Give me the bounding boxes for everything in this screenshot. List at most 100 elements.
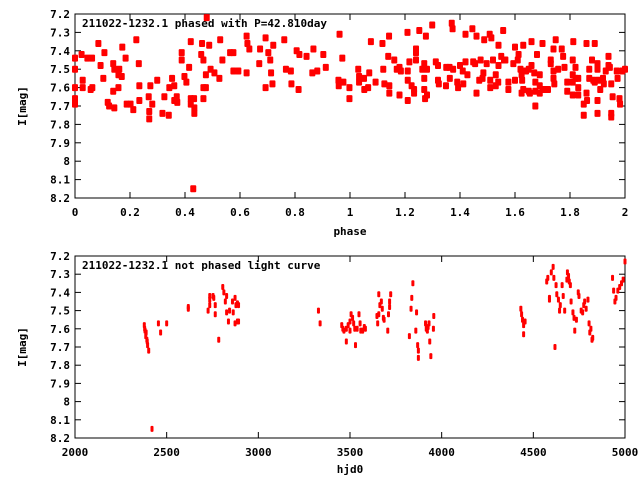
data-point — [546, 274, 550, 281]
data-point — [213, 311, 217, 318]
data-point — [89, 84, 96, 92]
data-point — [519, 76, 526, 84]
data-point — [539, 39, 546, 47]
y-tick-label: 7.3 — [50, 26, 70, 39]
data-point — [159, 329, 163, 336]
data-point — [348, 318, 352, 325]
data-point — [472, 60, 479, 68]
data-point — [111, 104, 118, 112]
data-point — [144, 329, 148, 336]
data-point — [322, 63, 329, 71]
data-point — [269, 80, 276, 88]
y-tick-label: 7.6 — [50, 82, 70, 95]
unphased-plot: 211022-1232.1 not phased light curve hjd… — [16, 250, 638, 476]
data-point — [340, 78, 347, 86]
data-point — [616, 95, 623, 103]
data-point — [558, 307, 562, 314]
data-point — [608, 113, 615, 121]
x-tick-label: 5000 — [612, 446, 639, 459]
x-tick-label: 0.2 — [120, 206, 140, 219]
x-tick-label: 1.8 — [560, 206, 580, 219]
data-point — [577, 293, 581, 300]
data-point — [270, 41, 277, 49]
data-point — [154, 76, 161, 84]
data-point — [72, 54, 78, 62]
data-point — [346, 84, 353, 92]
data-point — [356, 78, 363, 86]
data-point — [206, 41, 213, 49]
data-point — [410, 294, 414, 301]
data-point — [568, 282, 572, 289]
data-point — [429, 21, 436, 29]
data-point — [203, 14, 210, 22]
data-point — [600, 74, 606, 82]
data-point — [320, 50, 327, 58]
data-point — [429, 353, 433, 360]
data-point — [594, 60, 601, 68]
data-point — [208, 302, 212, 309]
data-point — [397, 67, 404, 75]
x-tick-label: 0.6 — [230, 206, 250, 219]
data-point — [230, 67, 237, 75]
x-tick-label: 4000 — [428, 446, 455, 459]
y-tick-label: 7.6 — [50, 323, 70, 336]
data-point — [520, 311, 524, 318]
data-point — [413, 56, 419, 64]
data-point — [416, 347, 420, 354]
data-point — [583, 39, 590, 47]
data-point — [591, 334, 595, 341]
data-point — [574, 316, 578, 323]
data-point — [589, 56, 595, 64]
data-point — [411, 89, 418, 97]
data-point — [549, 269, 553, 276]
data-point — [560, 52, 567, 60]
data-point — [237, 302, 241, 309]
data-point — [235, 67, 242, 75]
data-point — [415, 309, 419, 316]
data-point — [78, 50, 85, 58]
data-point — [424, 91, 430, 99]
data-point — [575, 74, 582, 82]
data-point — [223, 298, 227, 305]
data-point — [558, 45, 565, 53]
data-point — [550, 74, 557, 82]
data-point — [561, 63, 568, 71]
data-point — [199, 39, 206, 47]
data-point — [421, 60, 428, 68]
data-point — [432, 313, 436, 320]
y-tick-label: 7.7 — [50, 341, 70, 354]
data-point — [222, 289, 226, 296]
data-point — [353, 325, 357, 332]
data-point — [379, 298, 383, 305]
data-point — [173, 93, 180, 101]
data-point — [356, 73, 363, 81]
y-tick-label: 7.2 — [50, 8, 70, 21]
data-point — [416, 27, 423, 35]
data-point — [583, 298, 587, 305]
data-point — [316, 307, 320, 314]
data-point — [411, 280, 415, 287]
data-point — [116, 65, 123, 73]
data-point — [352, 320, 356, 327]
data-point — [404, 76, 411, 84]
data-point — [424, 320, 428, 327]
data-point — [435, 62, 441, 70]
data-point — [191, 109, 198, 117]
data-point — [460, 80, 467, 88]
unphased-plot-xlabel: hjd0 — [337, 463, 364, 476]
data-point — [553, 344, 557, 350]
data-point — [597, 85, 604, 93]
data-point — [208, 296, 212, 303]
data-point — [409, 305, 413, 312]
y-tick-label: 7.4 — [50, 45, 70, 58]
data-point — [267, 56, 274, 64]
y-tick-label: 7.5 — [50, 63, 70, 76]
y-tick-label: 7.3 — [50, 268, 70, 281]
data-point — [571, 309, 575, 316]
data-point — [348, 327, 352, 334]
data-point — [575, 91, 582, 99]
data-point — [454, 78, 461, 86]
data-point — [422, 32, 429, 40]
data-point — [495, 78, 502, 86]
data-point — [233, 320, 237, 327]
